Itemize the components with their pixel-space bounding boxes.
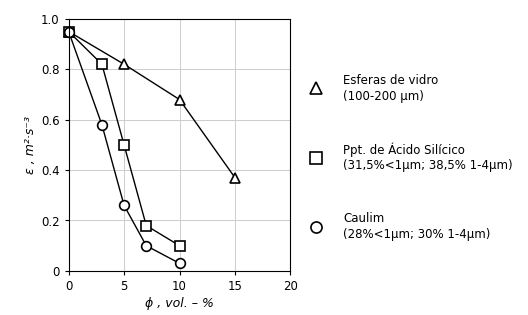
X-axis label: ϕ , vol. – %: ϕ , vol. – % <box>145 297 214 310</box>
Text: Caulim: Caulim <box>343 212 384 226</box>
Y-axis label: ε , m²·s⁻³: ε , m²·s⁻³ <box>24 116 37 174</box>
Text: (31,5%<1μm; 38,5% 1-4μm): (31,5%<1μm; 38,5% 1-4μm) <box>343 159 513 172</box>
Text: (28%<1μm; 30% 1-4μm): (28%<1μm; 30% 1-4μm) <box>343 228 491 241</box>
Text: Ppt. de Ácido Silícico: Ppt. de Ácido Silícico <box>343 142 465 157</box>
Text: (100-200 μm): (100-200 μm) <box>343 89 424 103</box>
Text: Esferas de vidro: Esferas de vidro <box>343 74 438 87</box>
